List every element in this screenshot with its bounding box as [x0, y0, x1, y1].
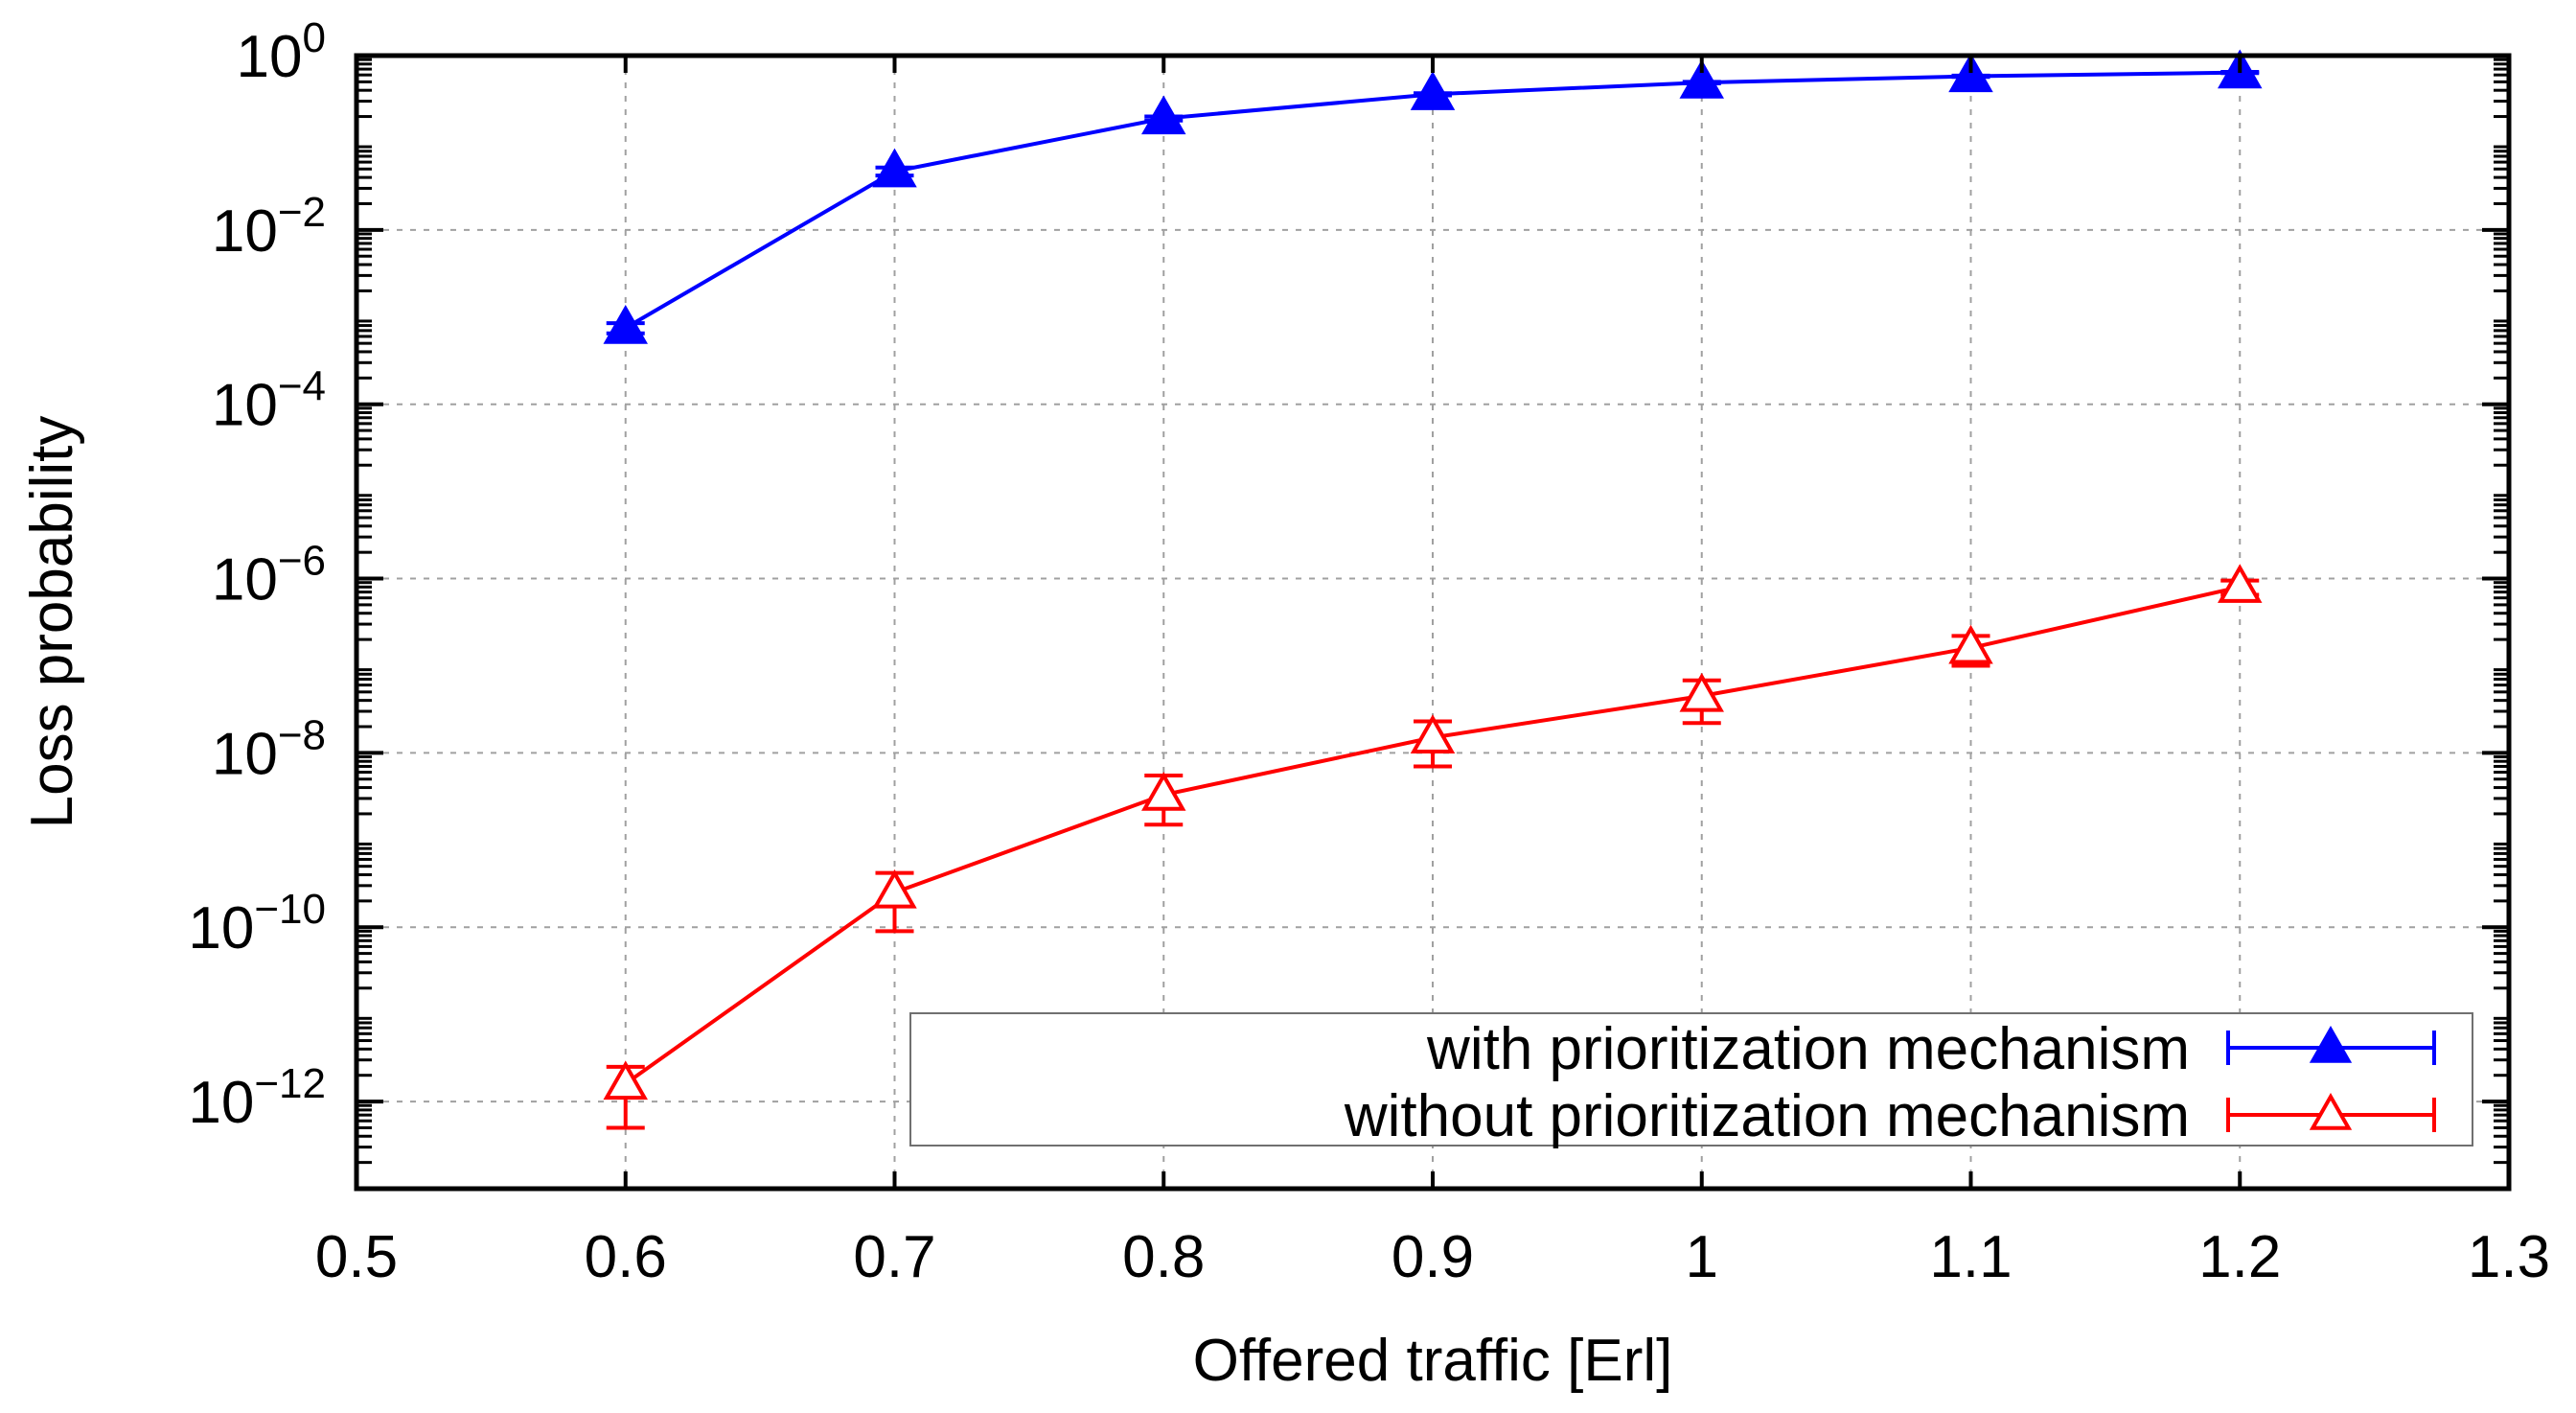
y-axis-title: Loss probability	[19, 416, 85, 829]
data-point	[872, 869, 917, 909]
x-axis-title: Offered traffic [Erl]	[1193, 1328, 1673, 1394]
data-point	[1141, 772, 1186, 811]
y-tick-label: 10−10	[188, 886, 326, 961]
data-point	[1948, 624, 1993, 664]
data-point	[872, 148, 917, 188]
legend-label: with prioritization mechanism	[1426, 1016, 2190, 1082]
y-tick-label: 10−8	[212, 711, 326, 787]
series-1	[603, 49, 2263, 344]
x-tick-label: 0.8	[1122, 1224, 1205, 1290]
y-tick-label: 100	[237, 14, 326, 90]
data-point	[1410, 71, 1456, 110]
legend-marker	[2309, 1092, 2353, 1130]
legend-box	[909, 1012, 2473, 1147]
data-point	[1679, 59, 1724, 99]
data-point	[2218, 564, 2263, 603]
x-tick-label: 1	[1686, 1224, 1718, 1290]
data-point	[1948, 53, 1993, 93]
data-point	[603, 1060, 648, 1100]
series-2	[603, 564, 2263, 1130]
y-tick-label: 10−4	[212, 363, 326, 439]
data-point	[603, 305, 648, 344]
legend-label: without prioritization mechanism	[1344, 1083, 2190, 1149]
data-point	[1141, 95, 1186, 135]
axis-ticks	[355, 54, 2511, 1189]
tick-labels: 0.5 0.6 0.7 0.8 0.9 1 1.1 1.2 1.3 100 10−2 10−4 10−6…	[188, 14, 2550, 1290]
data-point	[1679, 672, 1724, 712]
x-tick-label: 1.3	[2468, 1224, 2550, 1290]
x-tick-label: 0.9	[1392, 1224, 1474, 1290]
data-point	[1410, 714, 1456, 753]
x-tick-label: 0.7	[853, 1224, 935, 1290]
x-tick-label: 1.1	[1929, 1224, 2012, 1290]
x-tick-label: 0.6	[585, 1224, 667, 1290]
y-tick-label: 10−6	[212, 538, 326, 614]
x-tick-label: 0.5	[315, 1224, 398, 1290]
y-tick-label: 10−2	[212, 189, 326, 265]
series-layer	[603, 49, 2263, 1130]
legend-marker	[2309, 1025, 2353, 1063]
y-tick-label: 10−12	[188, 1060, 326, 1136]
x-tick-label: 1.2	[2198, 1224, 2281, 1290]
